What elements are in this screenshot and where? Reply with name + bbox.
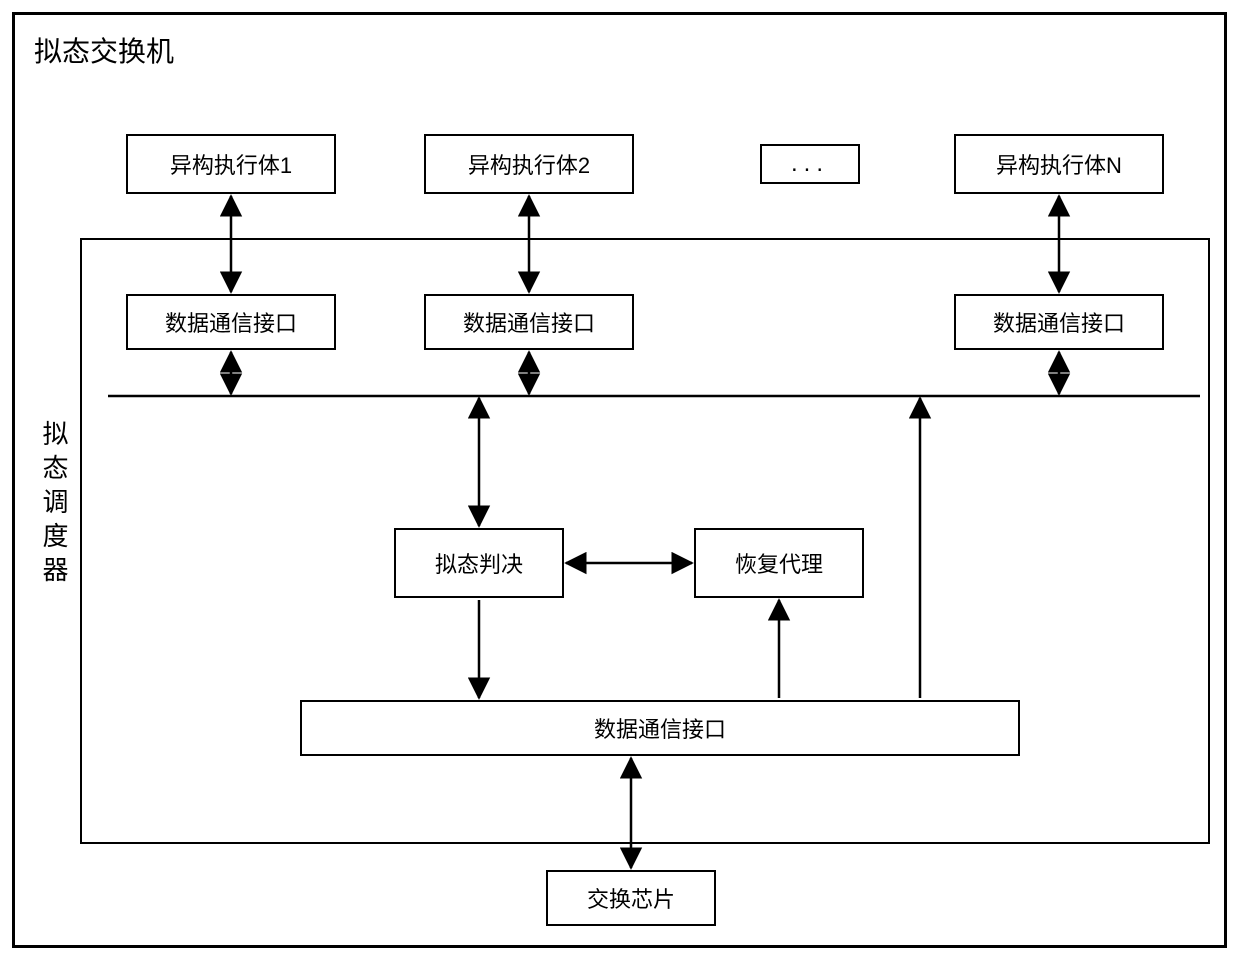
- outer-title: 拟态交换机: [34, 30, 174, 70]
- node-comm3-label: 数据通信接口: [993, 306, 1125, 338]
- node-judge: 拟态判决: [394, 528, 564, 598]
- node-commB: 数据通信接口: [300, 700, 1020, 756]
- node-comm1-label: 数据通信接口: [165, 306, 297, 338]
- node-exec2-label: 异构执行体2: [468, 148, 590, 180]
- node-ellipsis-label: ...: [791, 150, 829, 178]
- diagram-root: 拟态交换机 拟态调度器 异构执行体1 异构执行体2 ... 异构执行体N 数据通…: [0, 0, 1239, 960]
- node-chip-label: 交换芯片: [587, 882, 675, 914]
- node-recover: 恢复代理: [694, 528, 864, 598]
- node-comm2: 数据通信接口: [424, 294, 634, 350]
- node-comm2-label: 数据通信接口: [463, 306, 595, 338]
- node-judge-label: 拟态判决: [435, 547, 523, 579]
- node-ellipsis: ...: [760, 144, 860, 184]
- inner-vlabel: 拟态调度器: [36, 420, 73, 590]
- node-execN-label: 异构执行体N: [996, 148, 1122, 180]
- node-execN: 异构执行体N: [954, 134, 1164, 194]
- node-commB-label: 数据通信接口: [594, 712, 726, 744]
- node-recover-label: 恢复代理: [735, 547, 823, 579]
- node-exec1-label: 异构执行体1: [170, 148, 292, 180]
- node-exec1: 异构执行体1: [126, 134, 336, 194]
- node-chip: 交换芯片: [546, 870, 716, 926]
- node-comm3: 数据通信接口: [954, 294, 1164, 350]
- node-exec2: 异构执行体2: [424, 134, 634, 194]
- node-comm1: 数据通信接口: [126, 294, 336, 350]
